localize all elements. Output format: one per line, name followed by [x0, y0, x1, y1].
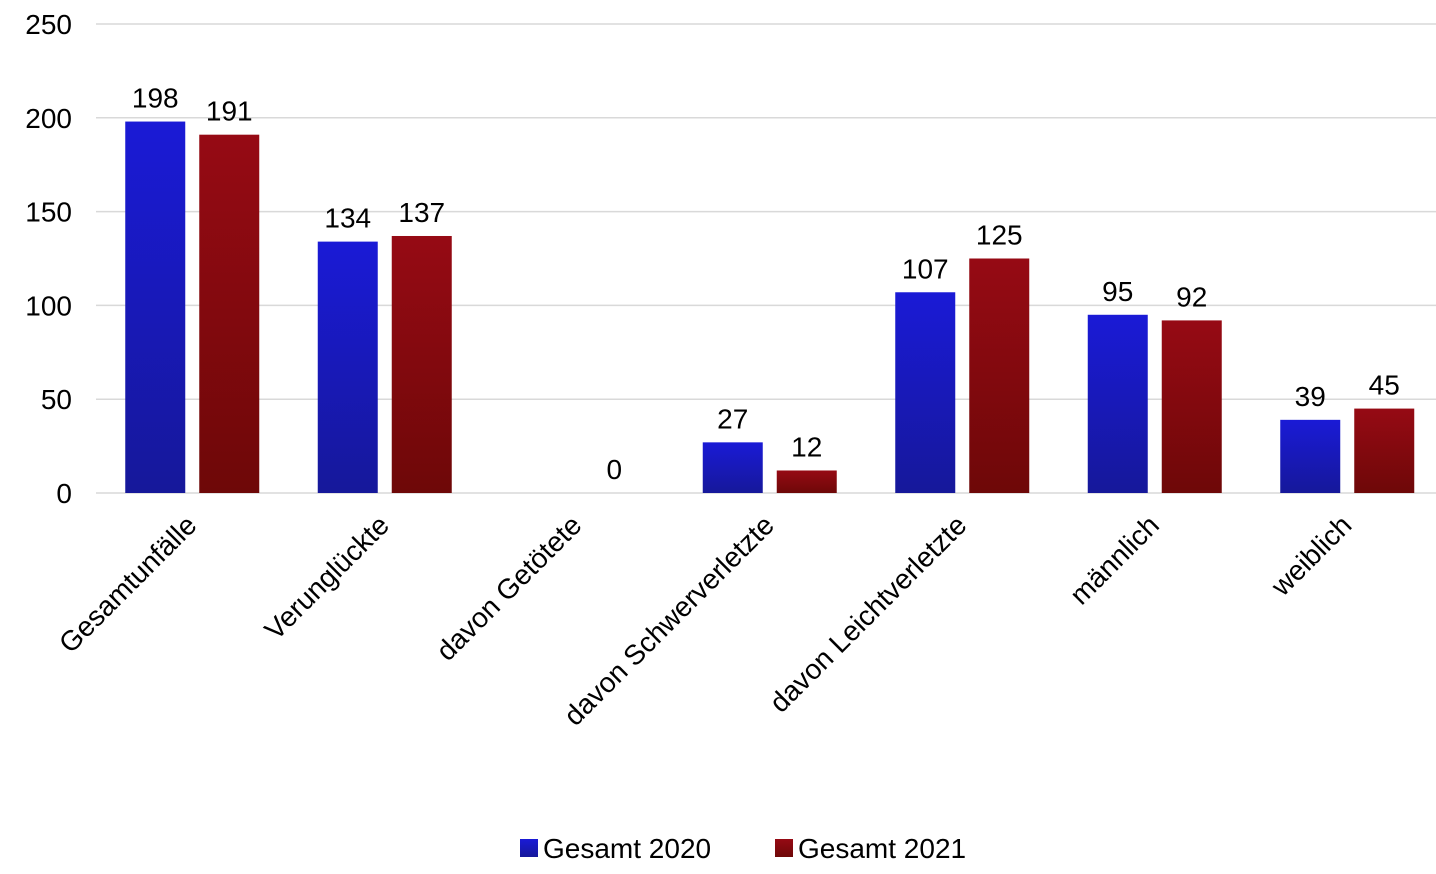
bar-2020-4 [895, 292, 956, 493]
data-label: 137 [398, 197, 445, 228]
data-labels: 198 191 134 137 0 27 12 107 125 95 92 39 45 [132, 83, 1400, 485]
x-tick-label: Verunglückte [259, 509, 395, 645]
y-tick-label: 0 [56, 478, 72, 509]
legend-label: Gesamt 2020 [543, 833, 711, 864]
legend-swatch-2021 [775, 839, 793, 857]
bar-2020-1 [317, 241, 378, 493]
data-label: 92 [1176, 281, 1207, 312]
data-label: 27 [717, 403, 748, 434]
x-axis: Gesamtunfälle Verunglückte davon Getöteted… [53, 509, 1358, 731]
data-label: 45 [1369, 370, 1400, 401]
bar-2021-1 [391, 235, 452, 493]
y-tick-label: 100 [25, 290, 72, 321]
data-label: 191 [206, 96, 253, 127]
data-label: 12 [791, 431, 822, 462]
legend: Gesamt 2020 Gesamt 2021 [520, 833, 966, 864]
data-label: 125 [976, 220, 1023, 251]
y-axis: 0 50 100 150 200 250 [25, 9, 72, 509]
y-tick-label: 250 [25, 9, 72, 40]
bar-2021-3 [776, 470, 837, 493]
grid-layer [96, 23, 1436, 494]
x-tick-label: weiblich [1264, 509, 1357, 602]
bar-2020-3 [702, 442, 763, 493]
bars [125, 121, 1415, 493]
x-tick-label: männlich [1064, 509, 1165, 610]
bar-2021-5 [1161, 320, 1222, 493]
y-tick-label: 200 [25, 103, 72, 134]
bar-2020-5 [1087, 314, 1148, 493]
bar-2021-0 [199, 134, 260, 493]
bar-2020-0 [125, 121, 186, 493]
y-tick-label: 150 [25, 197, 72, 228]
x-tick-label: davon Leichtverletzte [763, 509, 972, 718]
y-tick-label: 50 [41, 384, 72, 415]
data-label: 39 [1295, 381, 1326, 412]
legend-label: Gesamt 2021 [798, 833, 966, 864]
data-label: 107 [902, 253, 949, 284]
data-label: 0 [606, 454, 622, 485]
data-label: 198 [132, 83, 179, 114]
data-label: 95 [1102, 276, 1133, 307]
x-tick-label: Gesamtunfälle [53, 509, 203, 659]
bar-2021-6 [1354, 408, 1415, 493]
x-tick-label: davon Getötete [430, 509, 587, 666]
legend-swatch-2020 [520, 839, 538, 857]
bar-2020-6 [1280, 419, 1341, 493]
bar-2021-4 [969, 258, 1030, 493]
data-label: 134 [324, 203, 371, 234]
x-tick-label: davon Schwerverletzte [558, 509, 780, 731]
